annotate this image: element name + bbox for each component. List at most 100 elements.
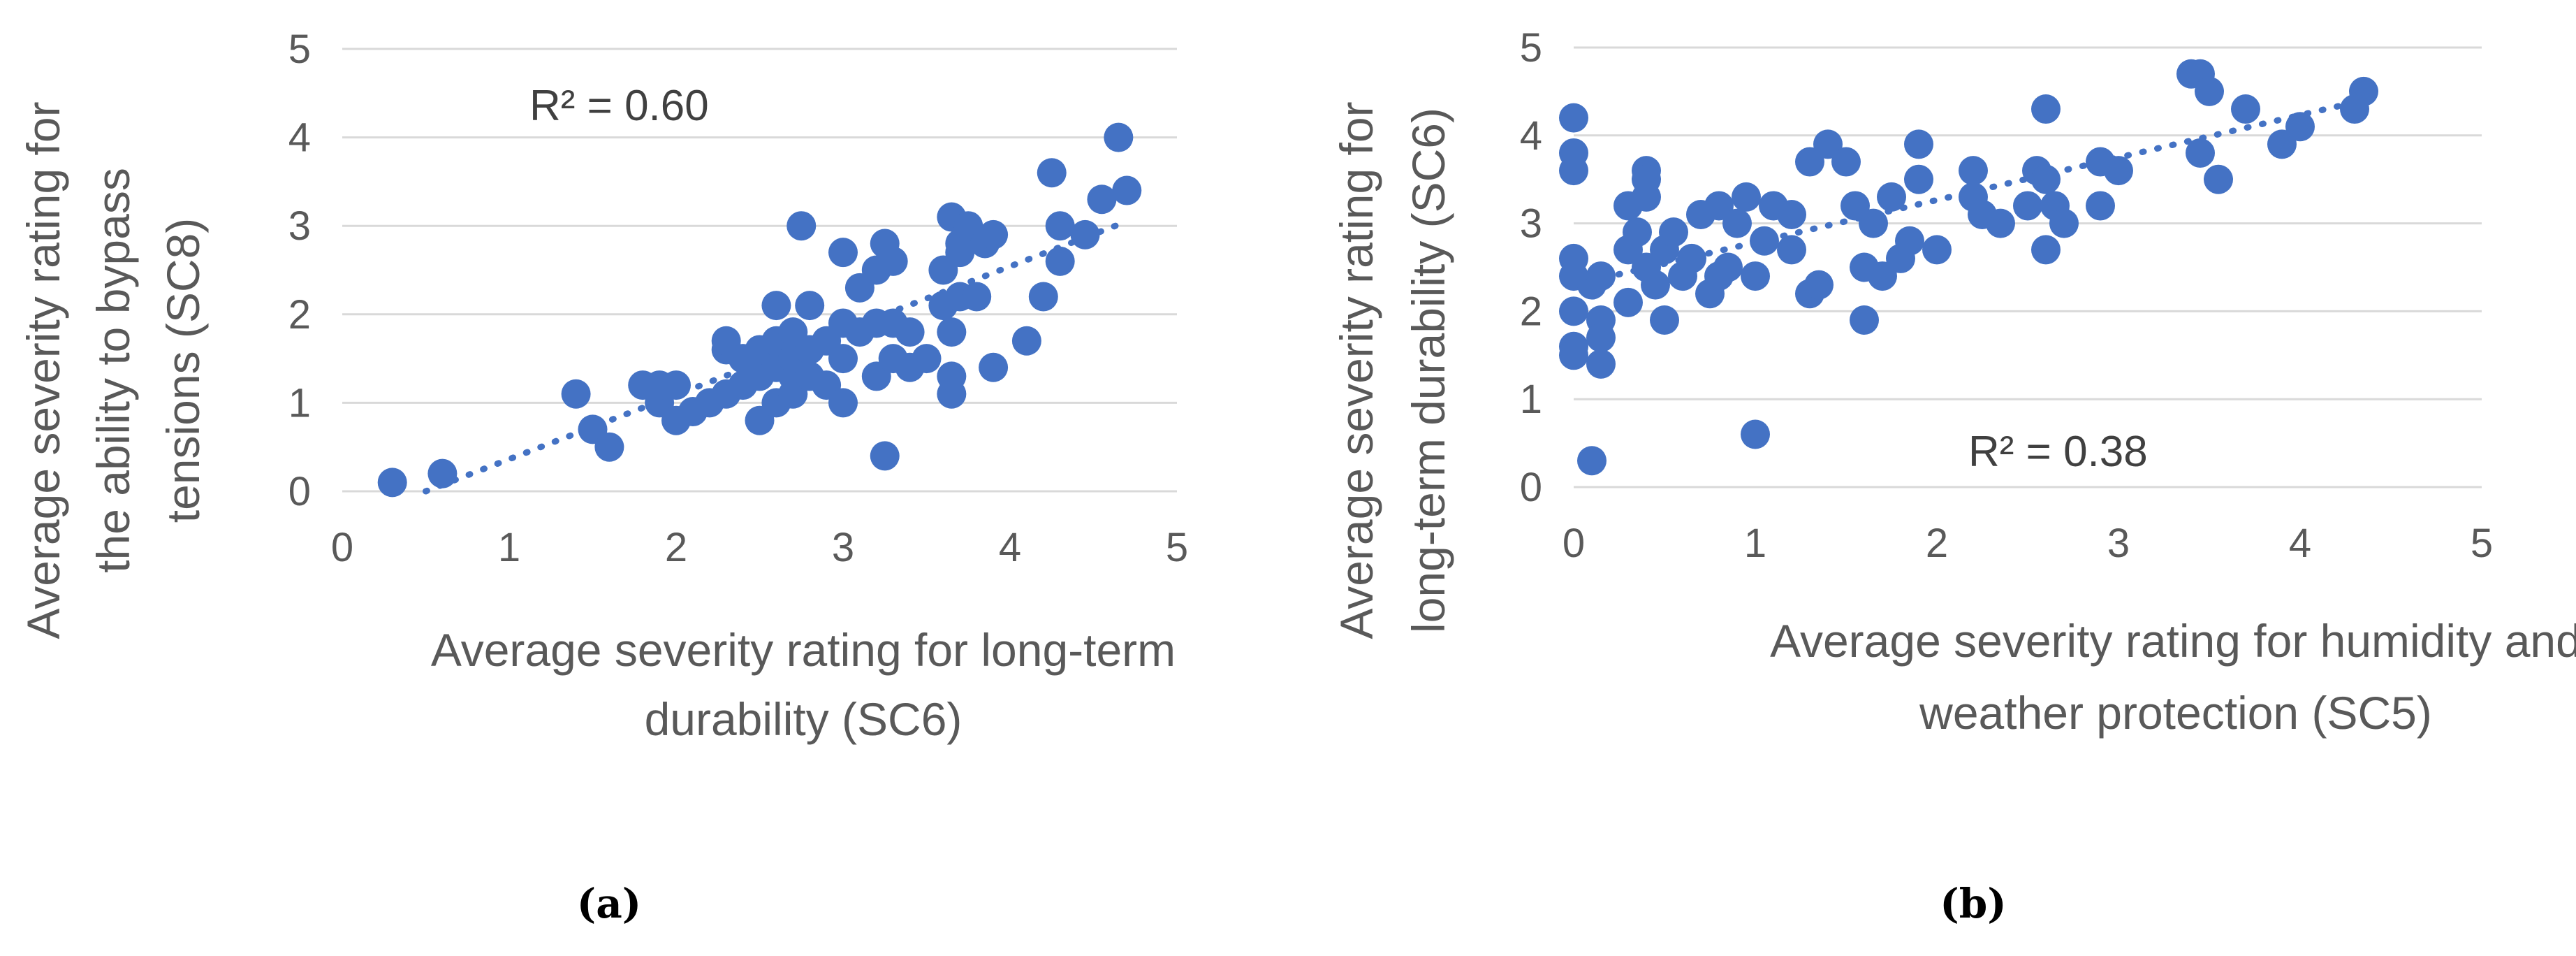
x-tick-label: 1 — [1744, 521, 1766, 566]
data-point — [1559, 340, 1588, 370]
x-tick-label: 5 — [2471, 521, 2493, 566]
data-point — [2267, 129, 2297, 159]
panel-b-y-tick-labels: 0 1 2 3 4 5 — [1520, 25, 1542, 510]
data-point — [561, 379, 591, 409]
y-tick-label: 5 — [288, 27, 311, 72]
data-point — [1559, 156, 1588, 186]
data-point — [1037, 158, 1067, 188]
data-point — [377, 468, 407, 498]
data-point — [1559, 296, 1588, 326]
panel-a-x-axis-title-line2: durability (SC6) — [645, 693, 963, 745]
y-tick-label: 4 — [288, 115, 311, 161]
data-point — [2285, 112, 2315, 142]
data-point — [1011, 326, 1041, 356]
x-tick-label: 3 — [2107, 521, 2130, 566]
data-point — [1859, 208, 1888, 238]
data-point — [1028, 282, 1058, 312]
data-point — [828, 344, 858, 374]
x-tick-label: 5 — [1166, 525, 1188, 570]
data-point — [828, 238, 858, 268]
data-point — [1087, 184, 1117, 215]
data-point — [1713, 252, 1743, 282]
data-point — [1895, 226, 1924, 256]
data-point — [2031, 235, 2061, 265]
data-point — [962, 282, 992, 312]
data-point — [1986, 208, 2015, 238]
data-point — [1959, 156, 1988, 186]
data-point — [1777, 235, 1806, 265]
data-point — [1623, 217, 1652, 247]
data-point — [1904, 129, 1933, 159]
data-point — [427, 458, 458, 488]
data-point — [786, 211, 817, 241]
data-point — [1795, 147, 1824, 177]
data-point — [2231, 94, 2260, 124]
x-tick-label: 2 — [1926, 521, 1948, 566]
data-point — [795, 291, 825, 321]
panel-a-y-axis-title-line3: tensions (SC8) — [157, 218, 209, 523]
data-point — [2195, 76, 2224, 106]
panel-a-x-axis-title-line1: Average severity rating for long-term — [431, 624, 1176, 676]
data-point — [1840, 191, 1870, 221]
data-point — [1813, 129, 1843, 159]
y-tick-label: 2 — [288, 292, 311, 338]
panel-a-trendline — [423, 218, 1130, 495]
data-point — [2104, 156, 2133, 186]
panel-b-gridlines — [1574, 46, 2482, 488]
data-point — [1804, 270, 1834, 300]
panel-a-y-tick-labels: 0 1 2 3 4 5 — [288, 27, 311, 514]
panel-b-y-axis-title-line2: long-term durability (SC6) — [1403, 108, 1454, 633]
x-tick-label: 3 — [832, 525, 854, 570]
y-tick-label: 0 — [1520, 465, 1542, 510]
data-point — [937, 361, 967, 391]
data-point — [1677, 243, 1706, 273]
panel-a-gridlines — [342, 48, 1177, 493]
panel-a-caption: (a) — [577, 880, 641, 927]
x-tick-label: 4 — [999, 525, 1021, 570]
y-tick-label: 2 — [1520, 289, 1542, 334]
y-tick-label: 1 — [288, 380, 311, 426]
data-point — [1750, 226, 1779, 256]
data-point — [1577, 446, 1607, 476]
data-point — [1045, 246, 1075, 276]
data-point — [1722, 208, 1752, 238]
panel-b-data-points — [1559, 59, 2378, 476]
data-point — [828, 388, 858, 418]
data-point — [1904, 164, 1933, 194]
panel-b-x-tick-labels: 0 1 2 3 4 5 — [1563, 521, 2493, 566]
panel-b-x-axis-title-line1: Average severity rating for humidity and — [1770, 615, 2576, 667]
data-point — [1741, 419, 1770, 449]
x-tick-label: 0 — [331, 525, 353, 570]
data-point — [1586, 261, 1616, 291]
data-point — [979, 219, 1009, 249]
data-point — [2031, 94, 2061, 124]
data-point — [2049, 208, 2079, 238]
data-point — [979, 352, 1009, 382]
data-point — [1559, 103, 1588, 133]
data-point — [1070, 219, 1100, 249]
data-point — [878, 246, 908, 276]
data-point — [1732, 182, 1761, 212]
data-point — [1586, 323, 1616, 353]
panel-a-y-axis-title-line1: Average severity rating for — [17, 101, 69, 639]
data-point — [1831, 147, 1861, 177]
panel-b-scatter: 0 1 2 3 4 5 0 1 2 3 4 5 R² = 0.38 Average severity… — [1331, 25, 2576, 927]
data-point — [2031, 164, 2061, 194]
data-point — [1877, 182, 1906, 212]
data-point — [1741, 261, 1770, 291]
data-point — [761, 291, 791, 321]
data-point — [2204, 164, 2233, 194]
data-point — [1704, 191, 1734, 221]
data-point — [2349, 76, 2378, 106]
y-tick-label: 3 — [1520, 201, 1542, 247]
panel-a-scatter: 0 1 2 3 4 5 0 1 2 3 4 5 R² = 0.60 Average severity… — [17, 27, 1188, 927]
data-point — [937, 317, 967, 347]
panel-b-y-axis-title-line1: Average severity rating for — [1331, 101, 1382, 639]
data-point — [1112, 175, 1142, 205]
data-point — [1632, 182, 1661, 212]
y-tick-label: 3 — [288, 203, 311, 249]
data-point — [1641, 270, 1670, 300]
data-point — [2086, 191, 2115, 221]
x-tick-label: 0 — [1563, 521, 1585, 566]
y-tick-label: 4 — [1520, 113, 1542, 159]
